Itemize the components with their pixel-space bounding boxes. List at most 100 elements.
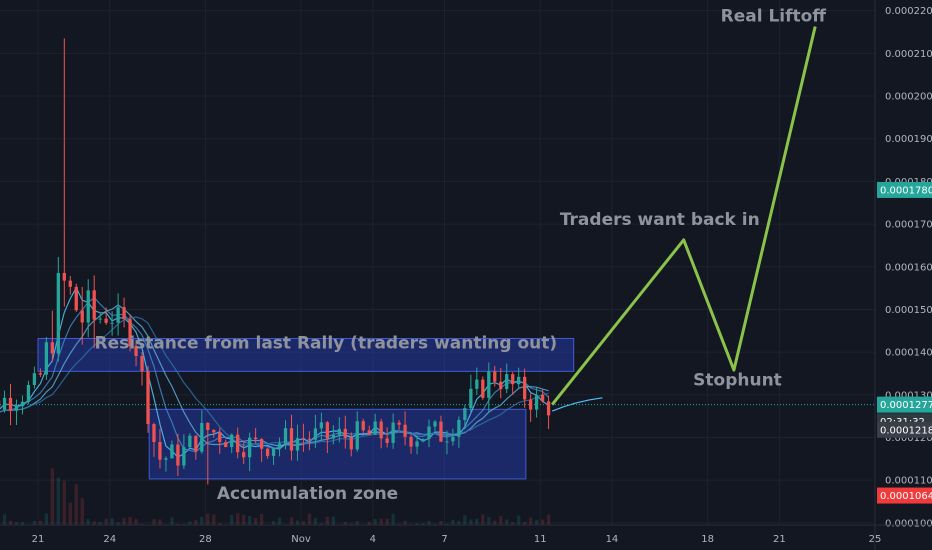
candle-body[interactable] xyxy=(475,379,479,389)
candle-body[interactable] xyxy=(236,434,240,453)
candle-body[interactable] xyxy=(307,438,312,440)
candle-body[interactable] xyxy=(146,371,150,425)
candle-body[interactable] xyxy=(265,448,270,456)
grid xyxy=(0,0,876,525)
volume-bar xyxy=(14,522,19,525)
candle-body[interactable] xyxy=(38,373,43,375)
candle-body[interactable] xyxy=(110,322,114,324)
candle-body[interactable] xyxy=(337,428,341,435)
candle-body[interactable] xyxy=(349,437,353,450)
candle-body[interactable] xyxy=(32,373,37,385)
candle-body[interactable] xyxy=(14,406,19,411)
candle-body[interactable] xyxy=(247,437,252,458)
candle-body[interactable] xyxy=(487,371,491,398)
candle-body[interactable] xyxy=(517,376,521,385)
candle-body[interactable] xyxy=(463,408,467,420)
candle-body[interactable] xyxy=(128,319,132,347)
candle-body[interactable] xyxy=(355,421,359,450)
candle-body[interactable] xyxy=(325,422,330,439)
candle-body[interactable] xyxy=(80,310,84,323)
candle-body[interactable] xyxy=(104,318,108,323)
candle-body[interactable] xyxy=(92,290,96,320)
candle-body[interactable] xyxy=(469,388,473,409)
candle-body[interactable] xyxy=(445,441,449,443)
y-tick-label: 0.0002200 xyxy=(885,6,932,17)
candle-body[interactable] xyxy=(313,428,318,440)
candle-body[interactable] xyxy=(194,435,198,452)
candle-body[interactable] xyxy=(218,432,222,443)
candle-body[interactable] xyxy=(2,397,7,410)
candle-body[interactable] xyxy=(56,272,60,354)
candles[interactable] xyxy=(0,38,551,485)
candle-body[interactable] xyxy=(253,437,258,440)
candle-body[interactable] xyxy=(511,374,515,385)
candle-body[interactable] xyxy=(499,381,503,390)
candle-body[interactable] xyxy=(546,401,551,416)
candle-body[interactable] xyxy=(8,397,13,411)
candle-body[interactable] xyxy=(403,424,407,437)
candle-body[interactable] xyxy=(170,444,174,459)
candle-body[interactable] xyxy=(259,439,264,449)
candle-body[interactable] xyxy=(397,422,401,425)
candle-body[interactable] xyxy=(26,384,31,402)
candle-body[interactable] xyxy=(493,371,497,382)
candle-body[interactable] xyxy=(74,286,78,311)
candle-body[interactable] xyxy=(20,401,25,407)
candle-body[interactable] xyxy=(439,421,443,442)
candle-body[interactable] xyxy=(331,434,335,439)
candle-body[interactable] xyxy=(212,429,216,433)
candle-body[interactable] xyxy=(140,355,144,372)
candle-body[interactable] xyxy=(116,307,120,323)
candle-body[interactable] xyxy=(361,421,365,431)
candle-body[interactable] xyxy=(534,395,539,410)
candle-body[interactable] xyxy=(242,452,246,458)
candle-body[interactable] xyxy=(50,342,54,354)
candle-body[interactable] xyxy=(188,435,192,448)
candle-body[interactable] xyxy=(391,422,395,443)
candle-body[interactable] xyxy=(373,421,377,435)
candle-body[interactable] xyxy=(176,444,180,466)
candle-body[interactable] xyxy=(457,419,461,437)
candle-body[interactable] xyxy=(98,318,102,320)
candle-body[interactable] xyxy=(421,438,425,442)
candle-body[interactable] xyxy=(200,422,204,452)
candle-body[interactable] xyxy=(44,342,49,375)
candle-body[interactable] xyxy=(385,438,389,443)
candle-body[interactable] xyxy=(224,442,228,448)
candle-body[interactable] xyxy=(230,434,234,448)
candle-body[interactable] xyxy=(206,422,210,430)
candle-body[interactable] xyxy=(164,458,168,460)
candle-body[interactable] xyxy=(283,428,288,444)
candle-body[interactable] xyxy=(277,443,282,449)
candle-body[interactable] xyxy=(528,399,533,410)
candle-body[interactable] xyxy=(409,436,413,447)
candle-body[interactable] xyxy=(152,424,156,443)
candle-body[interactable] xyxy=(86,290,90,323)
candle-body[interactable] xyxy=(289,428,294,451)
candle-body[interactable] xyxy=(379,421,383,439)
candle-body[interactable] xyxy=(343,428,347,438)
candle-body[interactable] xyxy=(505,374,509,390)
price-tag xyxy=(877,181,932,198)
candle-body[interactable] xyxy=(433,421,437,427)
candle-body[interactable] xyxy=(540,395,545,402)
candle-body[interactable] xyxy=(62,272,66,281)
candle-body[interactable] xyxy=(68,280,72,287)
candle-body[interactable] xyxy=(415,441,419,447)
candle-body[interactable] xyxy=(271,448,276,456)
candle-body[interactable] xyxy=(301,438,306,440)
candle-body[interactable] xyxy=(481,379,485,398)
candle-body[interactable] xyxy=(523,376,527,400)
candle-body[interactable] xyxy=(295,438,300,451)
candle-body[interactable] xyxy=(122,307,126,320)
candle-body[interactable] xyxy=(319,422,324,429)
candle-body[interactable] xyxy=(158,442,162,460)
volume-bar xyxy=(110,518,114,525)
candle-body[interactable] xyxy=(367,430,371,435)
candle-body[interactable] xyxy=(427,426,431,439)
candle-body[interactable] xyxy=(451,436,455,442)
candle-body[interactable] xyxy=(134,346,138,356)
candle-body[interactable] xyxy=(182,447,186,466)
